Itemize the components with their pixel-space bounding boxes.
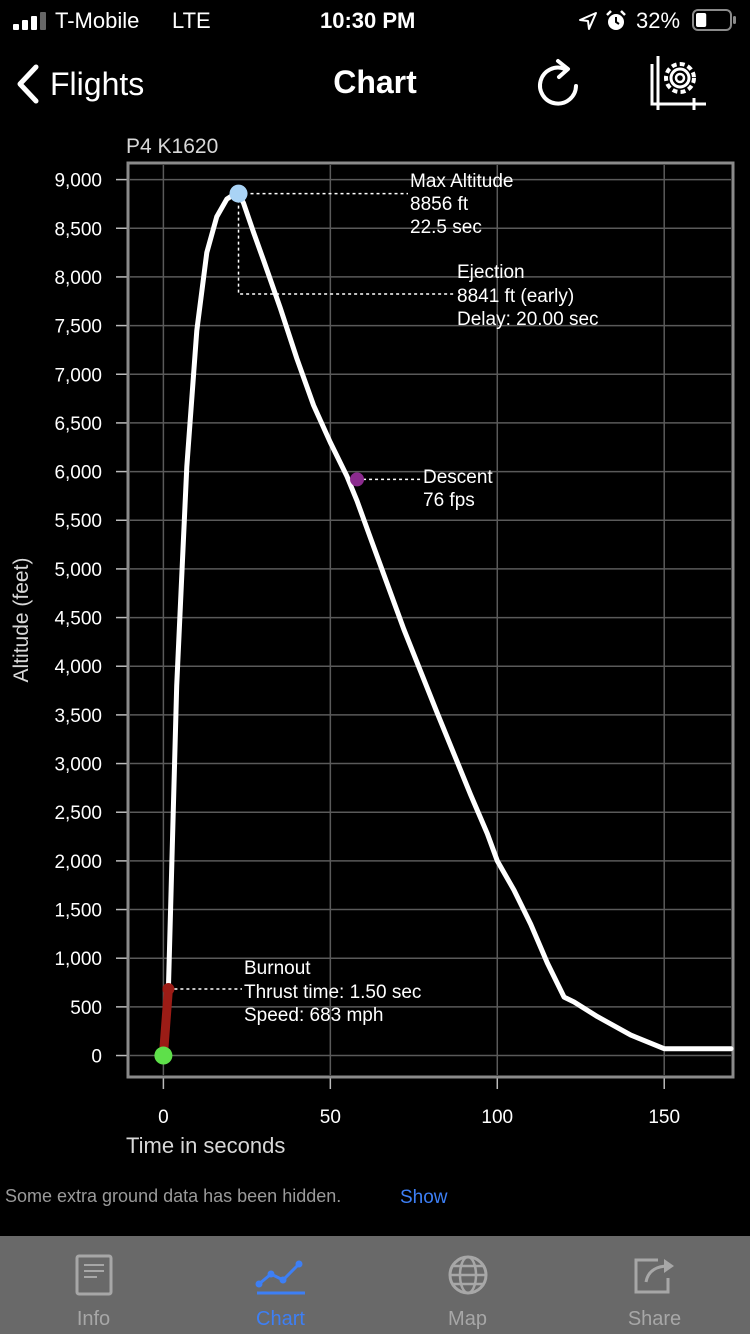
chevron-left-icon xyxy=(17,64,39,104)
battery-percent: 32% xyxy=(636,8,681,33)
refresh-button[interactable] xyxy=(534,56,582,115)
navigation-bar: Flights Chart xyxy=(0,50,750,120)
x-axis-label: Time in seconds xyxy=(126,1133,285,1158)
max-altitude-label: Max Altitude xyxy=(410,171,514,192)
y-tick-label: 1,000 xyxy=(54,949,102,970)
y-tick-label: 7,500 xyxy=(54,317,102,338)
y-tick-label: 6,000 xyxy=(54,463,102,484)
gear-icon xyxy=(650,56,706,110)
x-tick-label: 100 xyxy=(481,1107,513,1128)
max-altitude-marker xyxy=(229,184,248,203)
alarm-icon xyxy=(606,10,626,30)
burnout-speed: Speed: 683 mph xyxy=(244,1005,383,1026)
y-tick-label: 3,000 xyxy=(54,755,102,776)
ejection-delay: Delay: 20.00 sec xyxy=(457,309,599,330)
x-tick-label: 150 xyxy=(648,1107,680,1128)
start-marker xyxy=(154,1046,173,1065)
y-tick-label: 2,000 xyxy=(54,852,102,873)
descent-marker xyxy=(350,472,365,487)
y-axis-label: Altitude (feet) xyxy=(10,558,33,683)
y-tick-label: 5,000 xyxy=(54,560,102,581)
network-type: LTE xyxy=(172,8,211,33)
chart-title: P4 K1620 xyxy=(126,135,218,158)
y-tick-label: 8,500 xyxy=(54,219,102,240)
max-altitude-value: 8856 ft xyxy=(410,194,469,215)
signal-icon xyxy=(13,12,46,30)
hidden-data-note: Some extra ground data has been hidden. xyxy=(5,1186,342,1206)
tab-chart-label: Chart xyxy=(256,1308,305,1330)
chart-settings-button[interactable] xyxy=(650,54,708,117)
y-tick-label: 4,500 xyxy=(54,609,102,630)
y-tick-label: 4,000 xyxy=(54,657,102,678)
tab-bar: Info Chart Map Share xyxy=(0,1236,750,1334)
y-tick-label: 500 xyxy=(70,998,102,1019)
page-title: Chart xyxy=(333,64,417,100)
battery-icon xyxy=(692,9,736,31)
y-tick-label: 3,500 xyxy=(54,706,102,727)
ejection-label: Ejection xyxy=(457,262,525,283)
tab-share[interactable]: Share xyxy=(561,1236,748,1334)
descent-label: Descent xyxy=(423,467,493,488)
descent-rate: 76 fps xyxy=(423,490,475,511)
y-tick-label: 2,500 xyxy=(54,803,102,824)
tab-map[interactable]: Map xyxy=(374,1236,561,1334)
y-tick-label: 5,500 xyxy=(54,511,102,532)
max-altitude-time: 22.5 sec xyxy=(410,217,482,238)
plot-frame xyxy=(126,161,735,1079)
carrier-name: T-Mobile xyxy=(55,8,140,33)
y-tick-label: 9,000 xyxy=(54,171,102,192)
back-button[interactable]: Flights xyxy=(16,62,144,106)
burnout-thrust-time: Thrust time: 1.50 sec xyxy=(244,982,421,1003)
tab-map-label: Map xyxy=(448,1308,487,1330)
back-button-label: Flights xyxy=(50,65,145,102)
y-tick-label: 1,500 xyxy=(54,901,102,922)
burnout-label: Burnout xyxy=(244,958,311,979)
tab-share-label: Share xyxy=(627,1308,682,1330)
tab-chart[interactable]: Chart xyxy=(187,1236,374,1334)
y-tick-label: 7,000 xyxy=(54,365,102,386)
location-icon xyxy=(579,12,597,30)
burnout-marker xyxy=(162,983,175,996)
altitude-chart: P4 K1620 05001,0001,5002,0002,5003,0003,… xyxy=(10,135,735,1158)
tab-info-label: Info xyxy=(76,1308,111,1330)
y-tick-label: 6,500 xyxy=(54,414,102,435)
y-tick-label: 8,000 xyxy=(54,268,102,289)
ejection-value: 8841 ft (early) xyxy=(457,286,574,307)
status-time: 10:30 PM xyxy=(320,8,416,33)
globe-icon xyxy=(448,1255,487,1295)
document-icon xyxy=(75,1254,112,1296)
altitude-curve-line xyxy=(165,191,734,1052)
tab-info[interactable]: Info xyxy=(0,1236,187,1334)
thrust-segment-line xyxy=(158,984,173,1060)
chart-line-icon xyxy=(255,1260,305,1295)
x-tick-label: 50 xyxy=(320,1107,341,1128)
status-bar: T-Mobile LTE 10:30 PM 32% xyxy=(0,0,750,44)
share-icon xyxy=(634,1258,674,1294)
refresh-icon xyxy=(538,59,578,106)
x-tick-label: 0 xyxy=(158,1107,169,1128)
show-hidden-data-link[interactable]: Show xyxy=(400,1187,448,1208)
y-tick-label: 0 xyxy=(91,1047,102,1068)
